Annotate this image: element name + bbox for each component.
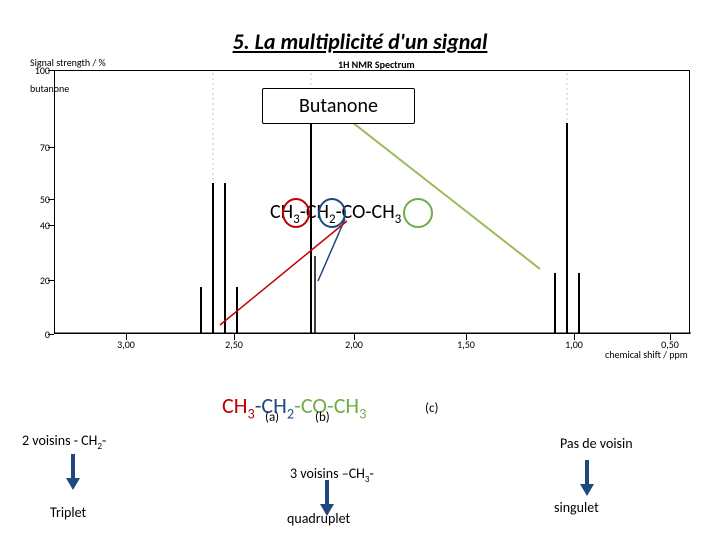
multiplicity-label: singulet [554, 499, 599, 516]
formula-circle [282, 198, 310, 228]
multiplicity-label: Triplet [50, 504, 86, 521]
xtick-mark [670, 334, 671, 340]
ytick-mark [48, 225, 54, 226]
ytick-label: 40 [26, 219, 50, 232]
down-arrow-icon [580, 460, 594, 494]
neighbor-text: 2 voisins - CH2- [22, 432, 106, 452]
ytick-label: 70 [26, 141, 50, 154]
ytick-mark [48, 199, 54, 200]
ytick-mark [48, 147, 54, 148]
ytick-mark [48, 70, 54, 71]
page-title: 5. La multiplicité d'un signal [0, 28, 720, 55]
formula-sub-label: (c) [425, 401, 438, 416]
ytick-mark [48, 334, 54, 335]
compound-name-box: Butanone [262, 88, 415, 124]
down-arrow-icon [66, 454, 80, 488]
formula-sub-label: (b) [315, 410, 330, 425]
ytick-label: 50 [26, 193, 50, 206]
xtick-mark [126, 334, 127, 340]
neighbor-text: Pas de voisin [560, 435, 633, 452]
ytick-label: 20 [26, 274, 50, 287]
slide: 5. La multiplicité d'un signal 1H NMR Sp… [0, 0, 720, 540]
legend-formula: CH3-CH2-CO-CH3 [222, 392, 366, 422]
multiplicity-label: quadruplet [287, 510, 350, 527]
formula-circle [318, 198, 346, 228]
ytick-label: 100 [26, 64, 50, 77]
ytick-mark [48, 280, 54, 281]
xtick-mark [574, 334, 575, 340]
down-arrow-icon [320, 480, 334, 514]
formula-sub-label: (a) [265, 410, 279, 425]
ytick-label: 0 [26, 328, 50, 341]
xtick-mark [466, 334, 467, 340]
xtick-mark [354, 334, 355, 340]
xtick-mark [234, 334, 235, 340]
formula-circle [403, 198, 433, 228]
